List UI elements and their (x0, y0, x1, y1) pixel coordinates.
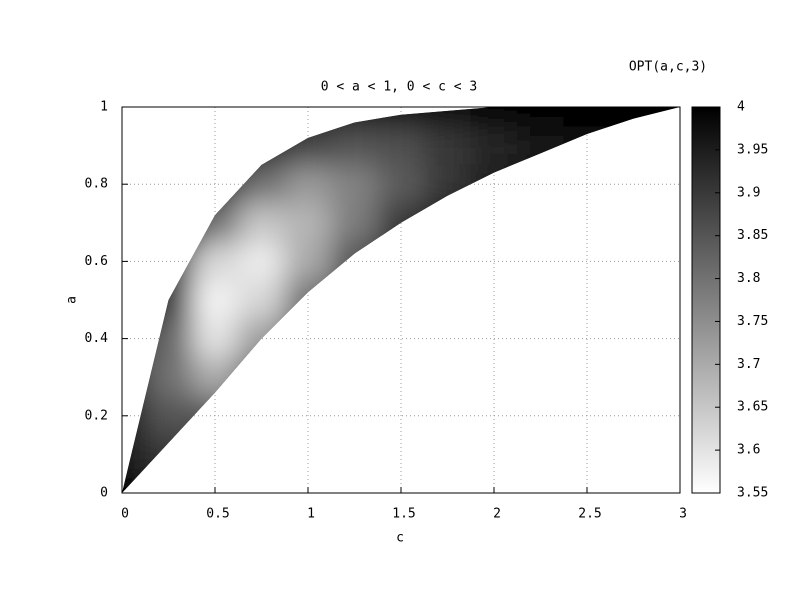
x-tick-label: 0.5 (206, 507, 229, 522)
x-tick-label: 1 (307, 507, 315, 522)
y-tick-label: 0.6 (85, 254, 108, 269)
heatmap-cell (470, 126, 518, 165)
y-axis-label: a (65, 296, 80, 304)
heatmap-cell (470, 107, 518, 127)
colorbar-tick-label: 3.7 (737, 357, 760, 372)
colorbar-tick-label: 3.8 (737, 271, 760, 286)
heatmap-cell (284, 242, 332, 281)
heatmap-cell (424, 126, 471, 165)
x-tick-label: 1.5 (392, 507, 415, 522)
x-tick-label: 2 (493, 507, 501, 522)
heatmap-cell (377, 164, 425, 204)
heatmap-cell (238, 242, 285, 281)
colorbar-tick-label: 3.75 (737, 314, 768, 329)
x-tick-label: 0 (121, 507, 129, 522)
plot-border (121, 106, 681, 494)
y-tick-label: 1 (100, 100, 108, 115)
heatmap-cell (331, 164, 378, 204)
heatmap-cell (238, 203, 285, 243)
colorbar-tick-label: 3.65 (737, 400, 768, 415)
colorbar-title: OPT(a,c,3) (629, 60, 707, 75)
colorbar-tick-label: 3.9 (737, 185, 760, 200)
heatmap-cell (331, 126, 378, 165)
heatmap-cell (563, 107, 611, 127)
x-tick-label: 2.5 (578, 507, 601, 522)
colorbar-tick-label: 4 (737, 100, 745, 115)
y-tick-label: 0.4 (85, 331, 109, 346)
heatmap-cell (191, 280, 239, 320)
heatmap-cell (238, 280, 285, 320)
heatmap-cell (377, 126, 425, 165)
heatmap-cell (284, 164, 332, 204)
heatmap-cell (191, 319, 239, 358)
y-tick-label: 0.8 (85, 177, 108, 192)
colorbar (691, 106, 721, 494)
y-tick-label: 0.2 (85, 408, 108, 423)
heatmap-cell (191, 242, 239, 281)
heatmap-cell (331, 203, 378, 243)
colorbar-tick-label: 3.95 (737, 142, 768, 157)
x-axis-label: c (396, 531, 404, 546)
colorbar-tick-label: 3.55 (737, 486, 768, 501)
x-tick-label: 3 (679, 507, 687, 522)
heatmap-cell (517, 107, 564, 127)
heatmap-cell (284, 203, 332, 243)
colorbar-tick-label: 3.6 (737, 443, 760, 458)
colorbar-tick-label: 3.85 (737, 228, 768, 243)
y-tick-label: 0 (100, 486, 108, 501)
chart-title: 0 < a < 1, 0 < c < 3 (321, 80, 478, 95)
